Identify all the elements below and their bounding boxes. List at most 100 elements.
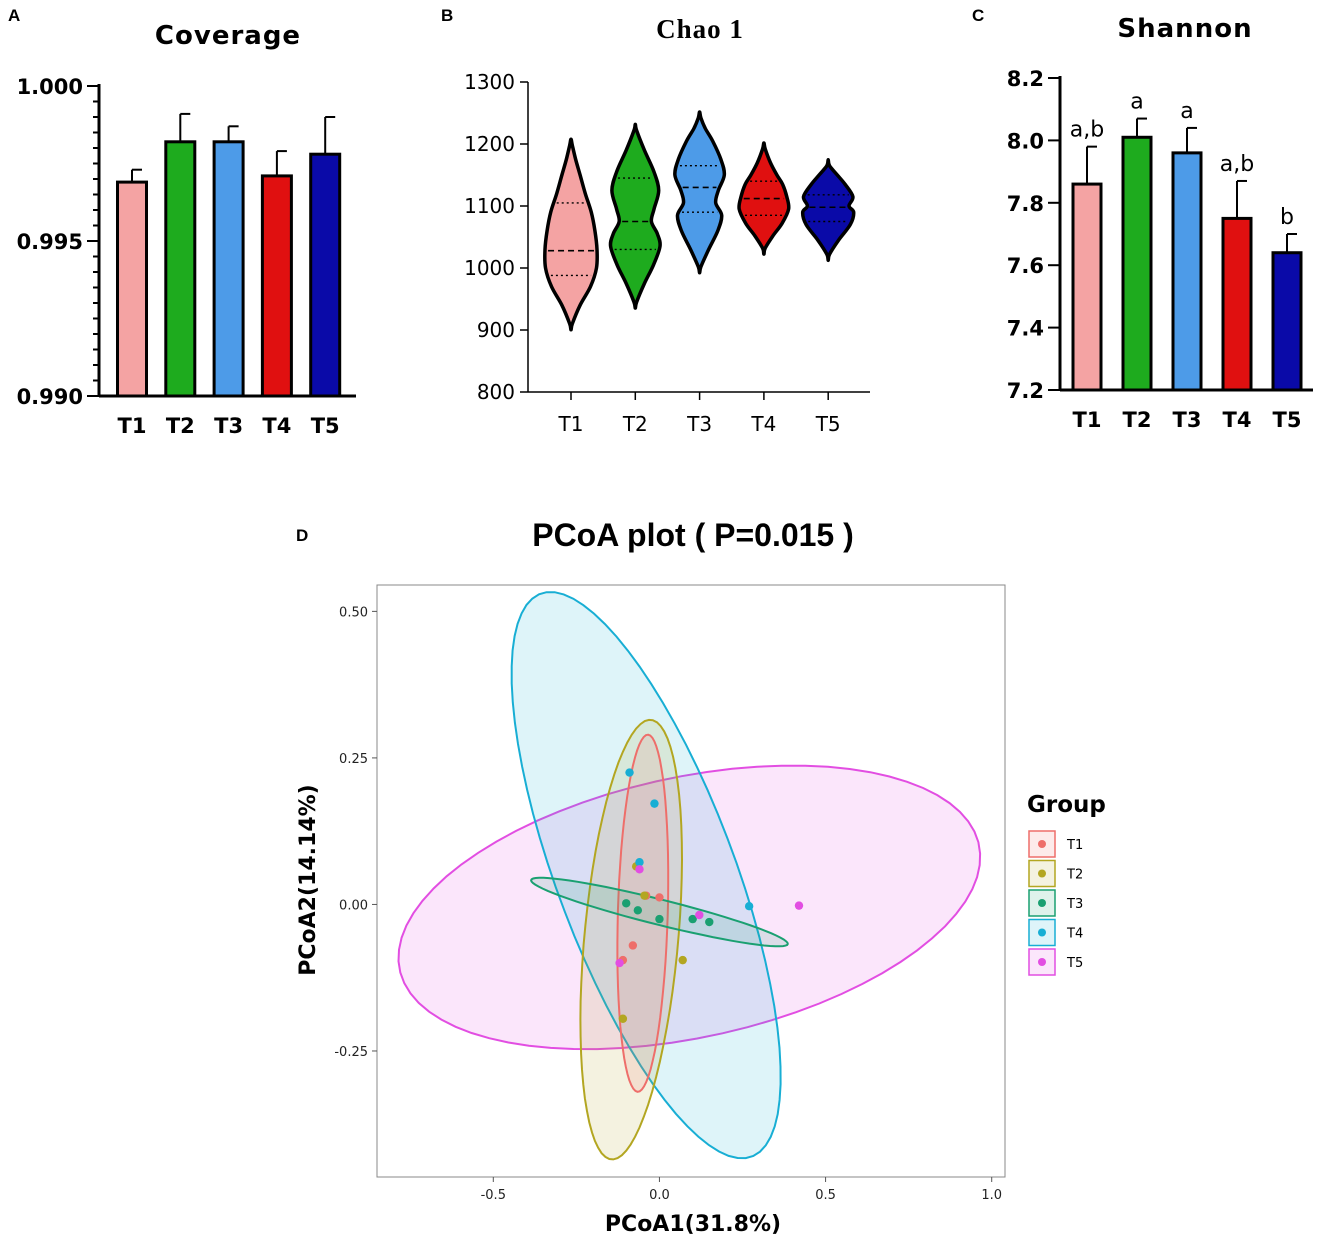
panel-a-coverage-chart: Coverage 0.990 0.995 1.000 T1 T2 T3 T4 T5 [17, 21, 356, 438]
violin-t5 [800, 157, 856, 263]
bar-t3 [212, 140, 245, 398]
point-t5-3 [794, 901, 804, 910]
x-tick-label-t1: T1 [1073, 408, 1102, 432]
panel-a-bars: T1 T2 T3 T4 T5 [116, 112, 342, 438]
legend-label-t2: T2 [1066, 868, 1083, 883]
legend-marker-t1 [1038, 840, 1046, 848]
legend-marker-t5 [1038, 958, 1046, 966]
x-tick-label-t2: T2 [622, 412, 648, 436]
x-tick-label-t4: T4 [262, 414, 291, 438]
point-t3-3 [655, 914, 664, 924]
point-t2-4 [640, 891, 649, 900]
panel-letter-a: A [8, 6, 20, 25]
bar-t5 [1271, 251, 1303, 392]
point-t5-4 [615, 958, 624, 968]
point-t1-2 [628, 941, 638, 950]
legend-marker-t2 [1038, 869, 1046, 878]
point-t3-5 [705, 917, 714, 927]
point-t4-4 [744, 902, 754, 911]
chart-title-chao1: Chao 1 [656, 14, 744, 44]
y-tick-label: 7.6 [1007, 254, 1044, 278]
y-tick-label: 800 [477, 380, 515, 404]
y-tick-label: 1100 [464, 194, 515, 218]
panel-letter-c: C [972, 6, 984, 25]
bar-t5 [309, 152, 342, 398]
bar-t1 [1071, 182, 1103, 392]
bar-t3 [1171, 151, 1203, 392]
x-tick-label-t3: T3 [686, 412, 712, 436]
x-tick-label-t3: T3 [214, 414, 243, 438]
y-tick-label: 0.25 [339, 752, 368, 767]
legend: Group T1 T2 T3 T4 T5 [1027, 792, 1106, 976]
panel-b-axes: 800 900 1000 1100 1200 1300 [464, 70, 870, 404]
confidence-ellipse-t3 [530, 876, 789, 948]
point-t5-1 [635, 865, 644, 874]
y-tick-label: 1000 [464, 256, 515, 280]
violin-t2 [608, 122, 662, 310]
point-t3-4 [688, 914, 697, 924]
violin-t3 [673, 110, 727, 275]
bar-t2 [1121, 135, 1153, 392]
point-t4-3 [635, 858, 644, 867]
point-t2-2 [618, 1014, 628, 1023]
y-tick-label: 7.8 [1007, 192, 1044, 216]
point-t2-3 [678, 955, 687, 965]
confidence-ellipse-t2 [579, 718, 684, 1161]
legend-label-t4: T4 [1066, 927, 1083, 942]
x-tick-label-t4: T4 [1223, 408, 1252, 432]
legend-label-t3: T3 [1066, 897, 1083, 912]
y-tick-label: -0.25 [334, 1045, 368, 1060]
bar-t4 [260, 174, 293, 398]
x-tick-label: -0.5 [481, 1188, 506, 1203]
x-tick-label-t4: T4 [750, 412, 776, 436]
y-axis-label-pcoa2: PCoA2(14.14%) [296, 784, 321, 975]
panel-b-chao1-chart: Chao 1 800 900 1000 1100 1200 1300 T1 T2 T3 T4 T5 [464, 14, 870, 436]
bar-t1 [116, 180, 148, 398]
plot-panel [376, 584, 1006, 1178]
x-tick-label-t5: T5 [311, 414, 340, 438]
point-t5-2 [695, 910, 704, 920]
x-tick-label-t1: T1 [118, 414, 147, 438]
x-tick-label-t3: T3 [1173, 408, 1202, 432]
panel-c-bars: T1 a,b T2 a T3 a T4 a,b T5 b [1070, 90, 1303, 432]
legend-title: Group [1027, 792, 1106, 818]
panel-c-shannon-chart: Shannon 7.2 7.4 7.6 7.8 8.0 8.2 T1 a,b T2 a T3 a T4… [1007, 14, 1313, 432]
significance-label-t5: b [1280, 205, 1294, 230]
point-t3-2 [633, 906, 643, 915]
significance-label-t3: a [1180, 99, 1193, 124]
y-tick-label: 8.2 [1007, 67, 1044, 91]
y-tick-label: 0.00 [339, 898, 368, 913]
panel-d-pcoa-plot: PCoA plot ( P=0.015 ) -0.5 0.0 0.5 1.0 -0.25… [296, 517, 1106, 1237]
x-tick-label-t1: T1 [558, 412, 584, 436]
legend-label-t1: T1 [1066, 838, 1083, 853]
panel-letter-b: B [441, 6, 453, 25]
x-tick-label-t5: T5 [815, 412, 841, 436]
y-tick-label: 900 [477, 318, 515, 342]
confidence-ellipse-t4 [510, 591, 782, 1160]
point-t1-4 [655, 893, 664, 902]
legend-marker-t4 [1038, 928, 1046, 937]
x-tick-label-t2: T2 [166, 414, 195, 438]
y-tick-label: 1200 [464, 132, 515, 156]
y-tick-label: 0.990 [17, 385, 83, 409]
significance-label-t2: a [1130, 90, 1143, 115]
bar-t2 [164, 140, 197, 398]
legend-marker-t3 [1038, 899, 1046, 907]
panel-letter-d: D [296, 526, 308, 545]
panel-c-axes: 7.2 7.4 7.6 7.8 8.0 8.2 [1007, 67, 1313, 403]
x-tick-label: 1.0 [981, 1188, 1002, 1203]
x-tick-label-t2: T2 [1123, 408, 1152, 432]
significance-label-t4: a,b [1220, 152, 1254, 177]
x-tick-label-t5: T5 [1273, 408, 1302, 432]
y-tick-label: 7.4 [1007, 317, 1044, 341]
y-tick-label: 0.50 [339, 605, 368, 620]
significance-label-t1: a,b [1070, 118, 1104, 143]
x-tick-label: 0.5 [815, 1188, 836, 1203]
violin-t1 [543, 137, 599, 332]
panel-b-violins: T1 T2 T3 T4 T5 [543, 110, 856, 436]
point-t4-2 [650, 799, 659, 808]
pcoa-plot-area: -0.5 0.0 0.5 1.0 -0.25 0.00 0.25 0.50 [334, 584, 1006, 1203]
confidence-ellipse-t1 [616, 733, 670, 1093]
y-tick-label: 1.000 [17, 75, 83, 99]
